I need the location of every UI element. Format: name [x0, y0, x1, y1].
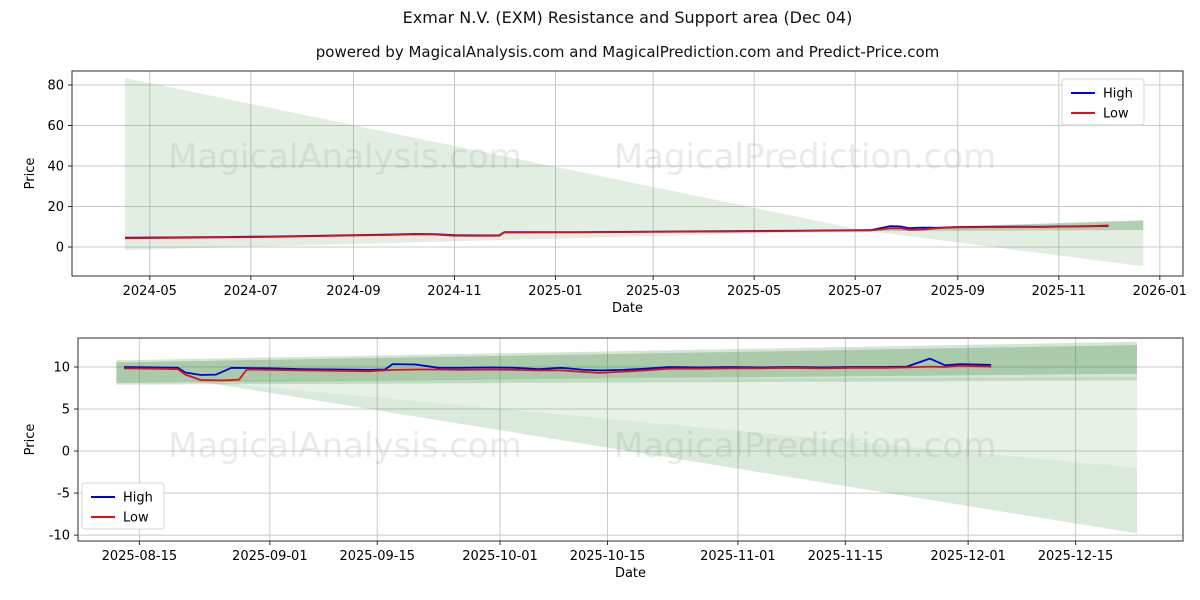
- x-tick-label: 2025-09-15: [339, 549, 415, 564]
- y-tick-label: 0: [62, 445, 70, 460]
- gridlines: [78, 338, 1183, 541]
- watermark-magicalanalysis: MagicalAnalysis.com: [168, 137, 522, 177]
- x-tick-label: 2024-09: [326, 284, 380, 299]
- low-line: [124, 224, 1109, 240]
- forecast-fan-area: [863, 220, 1144, 267]
- x-tick-label: 2025-11: [1032, 284, 1086, 299]
- y-tick-label: 60: [47, 119, 64, 134]
- y-tick-label: 5: [62, 403, 70, 418]
- x-tick-label: 2025-07: [828, 284, 882, 299]
- x-axis-label: Date: [612, 301, 643, 316]
- y-tick-label: 0: [56, 241, 64, 256]
- legend: High Low: [1061, 78, 1145, 126]
- legend-low-label: Low: [1103, 107, 1129, 122]
- plot-border: [71, 70, 1184, 277]
- resistance-band-inner-area: [116, 345, 1137, 383]
- x-tick-label: 2024-05: [123, 284, 177, 299]
- y-tick-label: 40: [47, 160, 64, 175]
- resistance-triangle-area: [125, 77, 864, 251]
- y-tick-label: -10: [49, 529, 70, 544]
- watermark-magicalprediction: MagicalPrediction.com: [614, 426, 997, 466]
- figure-title: Exmar N.V. (EXM) Resistance and Support …: [402, 8, 853, 27]
- x-tick-label: 2025-12-15: [1038, 549, 1114, 564]
- x-axis-label: Date: [615, 566, 646, 581]
- x-tick-label: 2025-01: [528, 284, 582, 299]
- support-fan-layer-area: [193, 380, 1138, 534]
- watermark-magicalprediction: MagicalPrediction.com: [614, 137, 997, 177]
- y-tick-label: -5: [57, 487, 70, 502]
- resistance-band-outer-area: [116, 341, 1137, 385]
- x-tick-label: 2024-11: [427, 284, 481, 299]
- legend-high-label: High: [1103, 87, 1133, 102]
- y-axis-label: Price: [23, 424, 38, 456]
- x-tick-label: 2026-01: [1133, 284, 1187, 299]
- chart-1: MagicalAnalysis.com MagicalPrediction.com…: [23, 70, 1187, 316]
- y-tick-label: 10: [53, 361, 70, 376]
- legend-low-label: Low: [123, 511, 149, 526]
- x-tick-label: 2025-08-15: [102, 549, 178, 564]
- plot-border: [77, 337, 1184, 542]
- x-tick-label: 2025-11-15: [808, 549, 884, 564]
- watermark-magicalanalysis: MagicalAnalysis.com: [168, 426, 522, 466]
- low-line: [123, 364, 992, 382]
- y-tick-label: 20: [47, 200, 64, 215]
- legend: High Low: [81, 482, 165, 530]
- support-fan-area: [193, 377, 1138, 534]
- x-tick-label: 2025-03: [626, 284, 680, 299]
- gridlines: [72, 71, 1183, 276]
- x-tick-label: 2025-10-01: [462, 549, 538, 564]
- x-tick-label: 2025-11-01: [700, 549, 776, 564]
- y-axis-label: Price: [23, 158, 38, 190]
- x-tick-label: 2024-07: [224, 284, 278, 299]
- x-tick-label: 2025-09-01: [232, 549, 308, 564]
- chart-2: MagicalAnalysis.com MagicalPrediction.com…: [23, 337, 1184, 581]
- x-tick-label: 2025-09: [931, 284, 985, 299]
- legend-high-label: High: [123, 491, 153, 506]
- figure-subtitle: powered by MagicalAnalysis.com and Magic…: [315, 43, 940, 61]
- x-tick-label: 2025-05: [727, 284, 781, 299]
- x-tick-label: 2025-10-15: [570, 549, 646, 564]
- y-tick-label: 80: [47, 78, 64, 93]
- x-tick-label: 2025-12-01: [930, 549, 1006, 564]
